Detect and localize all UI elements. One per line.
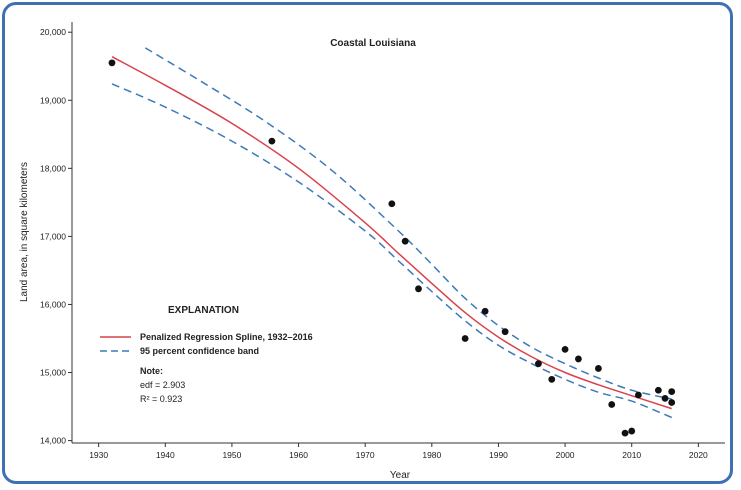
x-tick-label: 1950 [222, 450, 241, 460]
x-tick-label: 1970 [356, 450, 375, 460]
data-point [661, 394, 669, 402]
data-point [628, 427, 636, 435]
data-point [481, 307, 489, 315]
y-tick-label: 17,000 [40, 231, 66, 241]
data-point [401, 237, 409, 245]
legend-band-label: 95 percent confidence band [140, 346, 259, 356]
data-point [108, 59, 116, 67]
note-edf: edf = 2.903 [140, 380, 185, 390]
x-tick-label: 1940 [156, 450, 175, 460]
y-tick-label: 20,000 [40, 27, 66, 37]
x-axis-title: Year [390, 470, 411, 481]
chart-title: Coastal Louisiana [330, 38, 416, 49]
data-point [575, 355, 582, 363]
x-tick-label: 2000 [556, 450, 575, 460]
data-point [415, 285, 422, 293]
observation-points [108, 59, 676, 437]
x-tick-label: 1990 [489, 450, 508, 460]
y-tick-label: 14,000 [40, 436, 66, 446]
y-axis-title: Land area, in square kilometers [19, 162, 30, 302]
data-point [461, 335, 469, 342]
x-tick-label: 1980 [422, 450, 441, 460]
band-upper-line [144, 47, 672, 400]
y-tick-label: 19,000 [40, 95, 66, 105]
x-tick-label: 2010 [622, 450, 641, 460]
legend-heading: EXPLANATION [168, 305, 239, 316]
data-point [501, 328, 509, 336]
x-tick-label: 2020 [689, 450, 708, 460]
data-point [608, 401, 616, 408]
data-point [654, 386, 662, 394]
data-point [268, 137, 276, 145]
y-tick-label: 18,000 [40, 163, 66, 173]
data-point [594, 365, 602, 372]
y-tick-label: 16,000 [40, 299, 66, 309]
x-tick-label: 1960 [289, 450, 308, 460]
x-tick-label: 1930 [89, 450, 108, 460]
y-axis-ticks: 14,000 15,000 16,000 17,000 18,000 19,000 20,0… [40, 27, 72, 446]
data-point [561, 345, 569, 353]
data-point [634, 391, 642, 399]
legend-spline-label: Penalized Regression Spline, 1932–2016 [140, 332, 313, 342]
data-point [388, 200, 396, 208]
spline-line [111, 56, 672, 410]
data-point [621, 429, 629, 437]
note-label: Note: [140, 366, 163, 376]
y-tick-label: 15,000 [40, 368, 66, 378]
regression-spline [111, 56, 672, 410]
note-r2: R² = 0.923 [140, 394, 182, 404]
data-point [548, 375, 556, 383]
band-lower-line [111, 83, 672, 419]
data-point [668, 388, 676, 395]
data-point [535, 360, 542, 368]
x-axis-ticks: 1930 1940 1950 1960 1970 1980 1990 2000 2010 2020 [89, 443, 708, 460]
confidence-band [111, 47, 672, 419]
data-point [668, 399, 676, 406]
legend: EXPLANATION Penalized Regression Spline,… [100, 305, 313, 404]
